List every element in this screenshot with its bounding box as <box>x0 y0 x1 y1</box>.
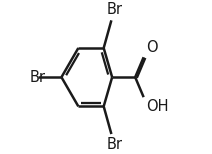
Text: Br: Br <box>106 136 123 152</box>
Text: O: O <box>146 40 158 55</box>
Text: Br: Br <box>106 2 123 17</box>
Text: Br: Br <box>30 70 46 85</box>
Text: OH: OH <box>146 99 169 114</box>
